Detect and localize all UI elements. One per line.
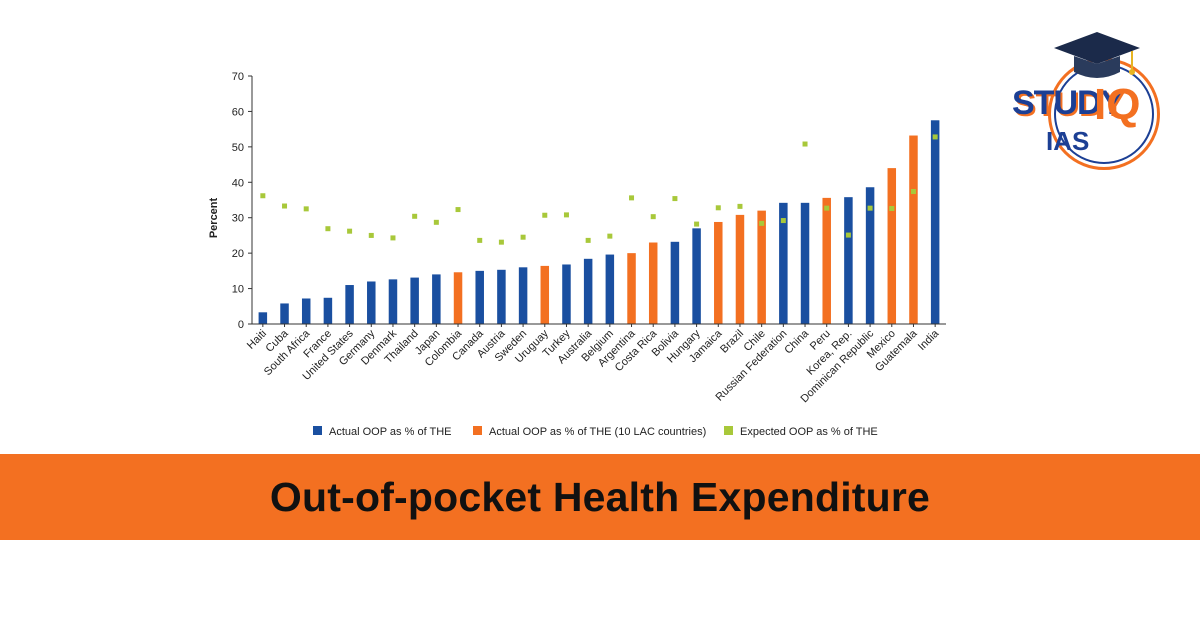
legend-actual-lac-swatch xyxy=(473,426,482,435)
expected-marker xyxy=(845,232,851,238)
legend-expected-label: Expected OOP as % of THE xyxy=(740,426,878,438)
bar xyxy=(714,221,723,324)
expected-marker xyxy=(824,205,830,211)
expected-marker xyxy=(563,212,569,218)
expected-marker xyxy=(629,195,635,201)
expected-marker xyxy=(477,237,483,243)
expected-marker xyxy=(889,206,895,212)
legend-expected-swatch xyxy=(724,426,733,435)
expected-marker xyxy=(455,207,461,213)
expected-marker xyxy=(932,134,938,140)
expected-marker xyxy=(759,220,765,226)
legend: Actual OOP as % of THE Actual OOP as % of… xyxy=(313,426,878,438)
legend-actual-swatch xyxy=(313,426,322,435)
expected-marker xyxy=(260,193,266,199)
y-tick-label: 0 xyxy=(238,319,244,331)
expected-marker xyxy=(282,203,288,209)
studyiq-logo: STUDY IQ IAS xyxy=(1000,22,1170,172)
bar xyxy=(388,279,398,324)
y-tick-label: 60 xyxy=(232,106,244,118)
bar xyxy=(627,253,636,324)
expected-marker xyxy=(715,205,721,211)
expected-markers-group xyxy=(260,134,938,245)
bar xyxy=(822,197,831,324)
bar xyxy=(475,270,484,324)
logo-study-text: STUDY xyxy=(1012,84,1123,122)
bar xyxy=(562,264,571,324)
bar xyxy=(670,241,680,324)
expected-marker xyxy=(390,235,396,241)
bar xyxy=(518,267,528,324)
expected-marker xyxy=(542,212,548,218)
expected-marker xyxy=(672,196,678,202)
expected-marker xyxy=(433,219,439,225)
bar xyxy=(692,228,701,324)
bar xyxy=(800,202,810,324)
expected-marker xyxy=(867,205,873,211)
y-tick-label: 40 xyxy=(232,177,244,189)
bar xyxy=(497,269,506,324)
bar xyxy=(605,254,615,324)
bar xyxy=(865,187,875,324)
expected-marker xyxy=(780,218,786,224)
bar xyxy=(432,274,441,324)
y-tick-label: 20 xyxy=(232,248,244,260)
expected-marker xyxy=(607,233,613,239)
bar xyxy=(735,214,745,324)
x-category-label: India xyxy=(916,327,942,353)
bar xyxy=(323,297,333,324)
bar xyxy=(844,197,853,324)
bar xyxy=(909,135,918,324)
y-tick-label: 30 xyxy=(232,213,244,225)
graduation-cap-icon xyxy=(1054,32,1140,78)
expected-marker xyxy=(412,213,418,219)
bar xyxy=(410,277,419,324)
expected-marker xyxy=(303,206,309,212)
expected-marker xyxy=(325,226,331,232)
expected-marker xyxy=(347,228,353,234)
y-tick-label: 50 xyxy=(232,142,244,154)
bars-group xyxy=(258,120,940,325)
expected-marker xyxy=(802,141,808,147)
bar xyxy=(757,210,766,324)
bar xyxy=(453,272,463,324)
bar xyxy=(280,303,289,324)
expected-marker xyxy=(520,234,526,240)
expected-marker xyxy=(737,203,743,209)
expected-marker xyxy=(694,221,700,227)
bar xyxy=(540,265,550,324)
expected-marker xyxy=(498,239,504,245)
legend-actual-label: Actual OOP as % of THE xyxy=(329,426,451,438)
y-axis-title: Percent xyxy=(208,197,220,238)
logo-iq-text: IQ xyxy=(1094,80,1141,129)
bar xyxy=(887,168,897,324)
y-tick-label: 10 xyxy=(232,284,244,296)
y-tick-label: 70 xyxy=(232,71,244,83)
bar xyxy=(779,202,788,324)
legend-actual-lac-label: Actual OOP as % of THE (10 LAC countries… xyxy=(489,426,706,438)
x-category-label: China xyxy=(782,327,811,356)
x-category-label: Brazil xyxy=(718,328,746,356)
expected-marker xyxy=(368,232,374,238)
expected-marker xyxy=(585,237,591,243)
y-axis: 0 10 20 30 40 50 60 70 xyxy=(232,71,253,331)
bar xyxy=(345,285,354,324)
banner-title: Out-of-pocket Health Expenditure xyxy=(269,473,931,520)
logo-ias-text: IAS xyxy=(1046,126,1090,156)
bar xyxy=(301,298,311,324)
bar xyxy=(367,281,376,324)
bar xyxy=(583,258,593,324)
expected-marker xyxy=(650,214,656,220)
bar xyxy=(258,312,268,324)
bar xyxy=(930,120,940,325)
bar xyxy=(648,242,658,324)
title-banner: Out-of-pocket Health Expenditure xyxy=(0,454,1200,540)
expected-marker xyxy=(910,188,916,194)
